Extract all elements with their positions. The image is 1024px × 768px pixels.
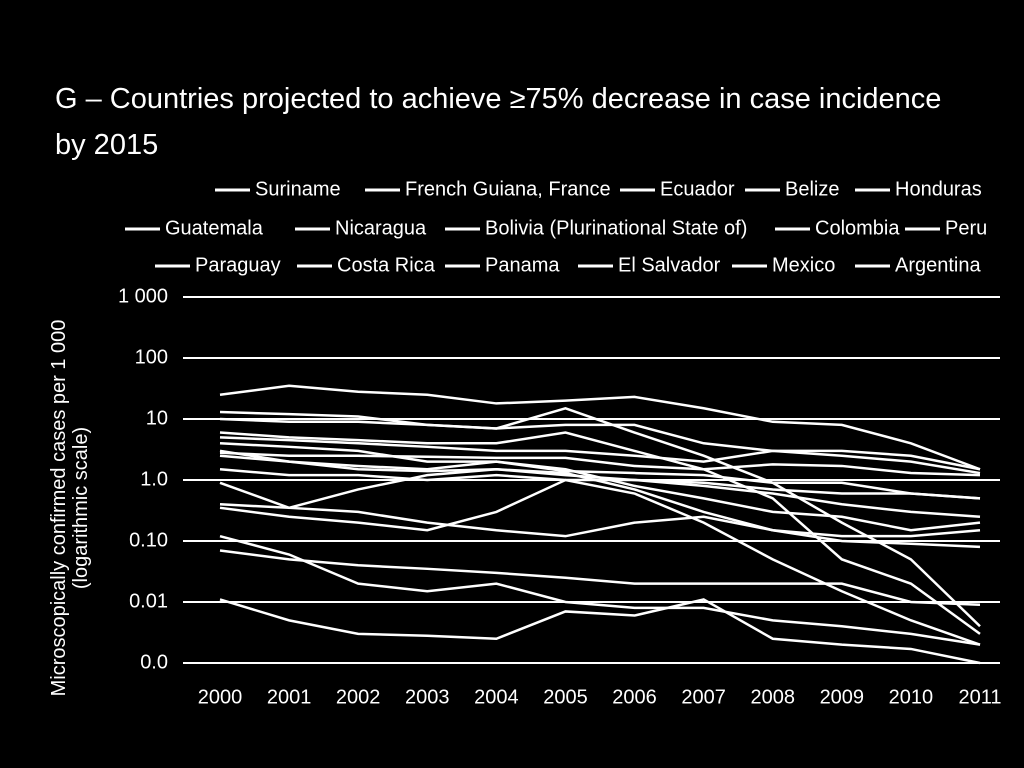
legend-label: French Guiana, France [405, 178, 611, 200]
legend-label: Ecuador [660, 178, 735, 200]
y-tick-label: 0.01 [129, 590, 168, 612]
legend-label: Honduras [895, 178, 982, 200]
legend-label: Costa Rica [337, 254, 436, 276]
series-line [219, 451, 981, 477]
series-line [219, 534, 981, 646]
legend-label: Colombia [815, 217, 900, 239]
legend-label: Argentina [895, 254, 981, 276]
x-tick-label: 2008 [750, 686, 795, 708]
y-axis-label: Microscopically confirmed cases per 1 00… [48, 320, 92, 697]
series-line [219, 449, 981, 500]
series-line [219, 598, 981, 665]
legend-label: Nicaragua [335, 217, 427, 239]
y-tick-label: 0.10 [129, 529, 168, 551]
legend-label: Mexico [772, 254, 835, 276]
x-tick-label: 2006 [612, 686, 657, 708]
legend-label: Panama [485, 254, 560, 276]
x-tick-label: 2010 [889, 686, 934, 708]
legend-label: Peru [945, 217, 987, 239]
series-line [219, 442, 981, 532]
chart-title: G – Countries projected to achieve ≥75% … [55, 83, 942, 161]
y-tick-label: 1 000 [118, 285, 168, 307]
y-tick-label: 100 [135, 346, 168, 368]
x-tick-label: 2009 [820, 686, 865, 708]
series-line [219, 503, 981, 538]
series-line [219, 468, 981, 500]
series-line [219, 436, 981, 475]
x-tick-label: 2004 [474, 686, 519, 708]
series-line [219, 406, 981, 628]
x-tick-label: 2001 [267, 686, 312, 708]
series-line [219, 384, 981, 471]
legend-label: Suriname [255, 178, 341, 200]
legend-label: Bolivia (Plurinational State of) [485, 217, 747, 239]
series-line [219, 478, 981, 646]
series-line [219, 468, 981, 549]
series-line [219, 417, 981, 471]
legend-label: El Salvador [618, 254, 721, 276]
x-tick-label: 2011 [958, 686, 1001, 708]
x-tick-label: 2002 [336, 686, 381, 708]
legend-label: Paraguay [195, 254, 281, 276]
x-tick-label: 2003 [405, 686, 450, 708]
legend-label: Guatemala [165, 217, 264, 239]
x-tick-label: 2000 [198, 686, 243, 708]
x-tick-label: 2005 [543, 686, 588, 708]
y-tick-label: 10 [146, 407, 168, 429]
x-tick-label: 2007 [681, 686, 726, 708]
y-tick-label: 0.0 [140, 651, 168, 673]
series-line [219, 431, 981, 635]
series-line [219, 549, 981, 607]
y-tick-label: 1.0 [140, 468, 168, 490]
legend-label: Belize [785, 178, 839, 200]
